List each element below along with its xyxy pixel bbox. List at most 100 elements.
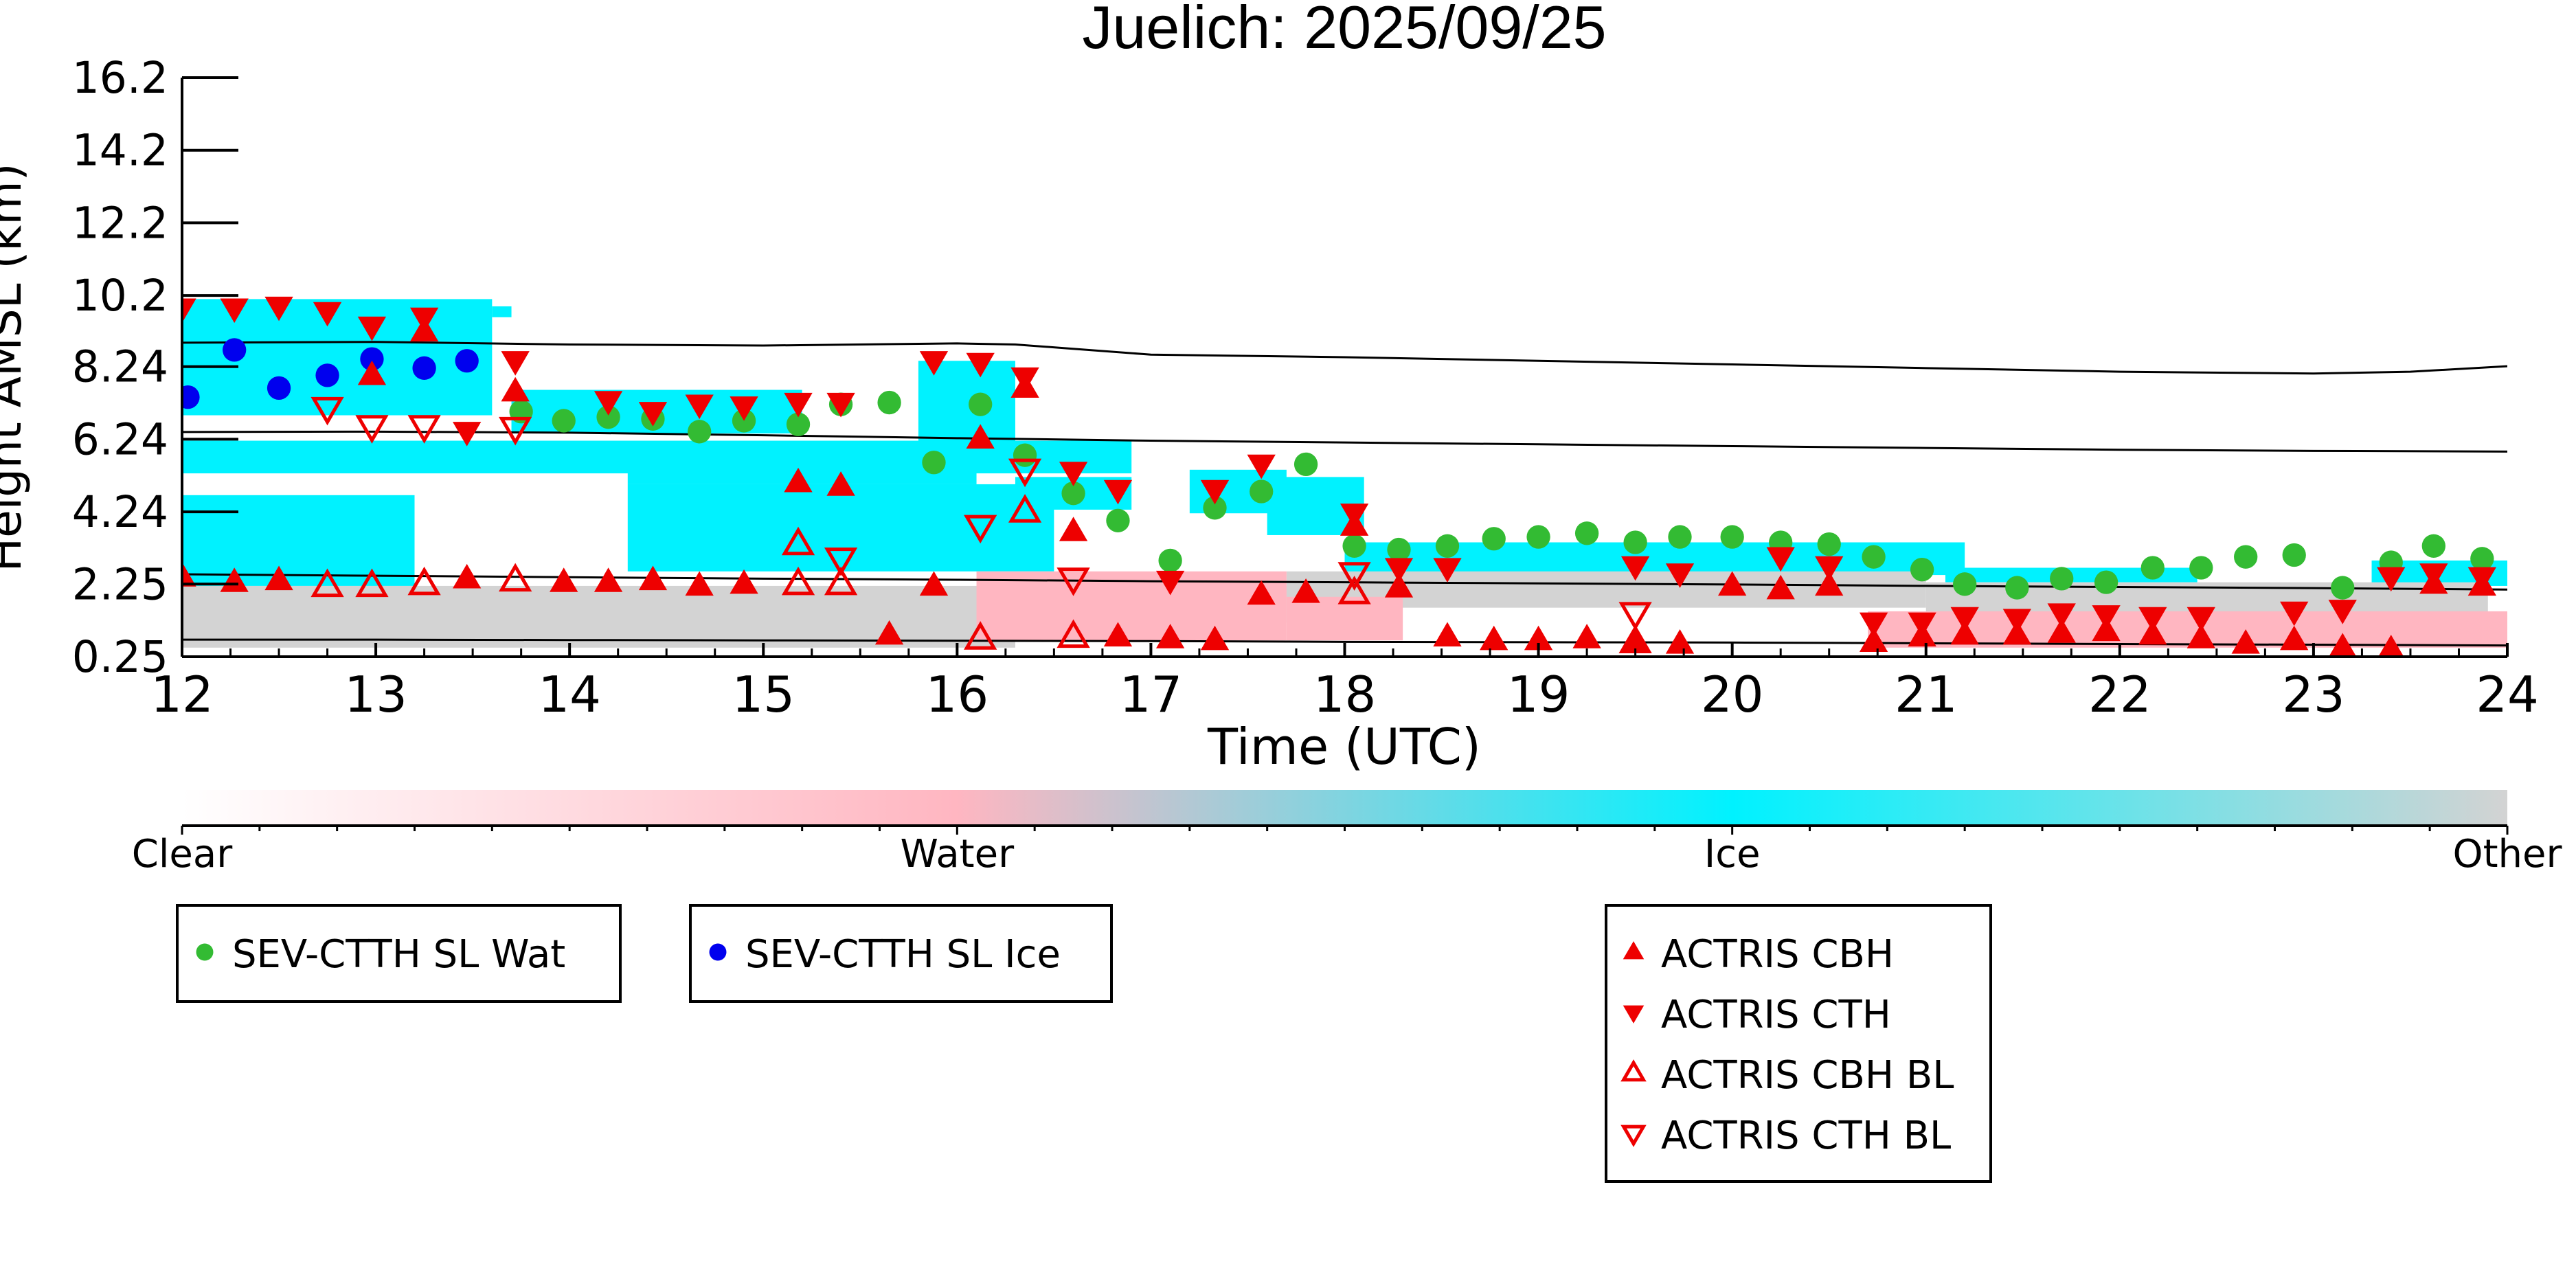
marker-actris-cth: [2138, 607, 2167, 632]
marker-sev-ctth-sl-ice: [315, 363, 339, 387]
marker-sev-ctth-sl-ice: [223, 338, 247, 362]
legend-label-actris-cth-bl: ACTRIS CTH BL: [1661, 1114, 1951, 1158]
marker-actris-cth-bl: [310, 396, 344, 426]
marker-actris-cbh: [452, 563, 482, 589]
marker-sev-ctth-sl-wat: [2421, 534, 2445, 558]
y-tick-label: 2.25: [72, 559, 168, 609]
x-tick-label: 24: [2476, 666, 2539, 723]
marker-actris-cbh: [2187, 624, 2215, 648]
marker-actris-cth: [2047, 603, 2076, 629]
marker-actris-cbh: [220, 567, 249, 592]
marker-sev-ctth-sl-wat: [1953, 572, 1977, 596]
classification-patch-water: [976, 571, 1287, 641]
marker-actris-cth: [1384, 558, 1414, 583]
marker-actris-cth: [638, 402, 668, 427]
marker-sev-ctth-sl-wat: [877, 390, 901, 415]
x-tick-label: 19: [1507, 666, 1570, 723]
marker-sev-ctth-sl-wat: [1061, 482, 1085, 506]
marker-actris-cth-bl: [964, 515, 997, 544]
legend-label-actris-cbh: ACTRIS CBH: [1661, 932, 1894, 977]
marker-actris-cth-bl: [1057, 567, 1090, 596]
marker-actris-cbh-bl: [824, 566, 858, 596]
marker-sev-ctth-sl-wat: [2234, 545, 2258, 569]
marker-actris-cbh-bl: [1008, 494, 1042, 523]
marker-sev-ctth-sl-wat: [1158, 548, 1182, 573]
series-actris-cbh-bl: [310, 494, 1652, 653]
marker-actris-cbh: [638, 565, 668, 591]
marker-actris-cth: [2328, 600, 2357, 624]
reference-lines: [182, 341, 2507, 647]
marker-sev-ctth-sl-wat: [1435, 534, 1460, 558]
marker-actris-cbh: [182, 562, 196, 587]
marker-actris-cth: [1010, 367, 1039, 392]
marker-actris-cth: [2280, 601, 2309, 626]
x-tick-label: 14: [538, 666, 601, 723]
legend-marker-actris-cbh-bl: [1620, 1059, 1647, 1082]
marker-actris-cth: [919, 351, 949, 376]
marker-sev-ctth-sl-wat: [786, 412, 811, 436]
marker-actris-cbh: [826, 471, 855, 496]
marker-sev-ctth-sl-wat: [2282, 543, 2306, 567]
marker-actris-cbh: [1950, 620, 1979, 645]
marker-actris-cth: [730, 396, 758, 421]
marker-actris-cth: [2467, 567, 2496, 592]
marker-actris-cth: [1620, 556, 1650, 581]
marker-sev-ctth-sl-ice: [360, 347, 384, 371]
legend-label-actris-cbh-bl: ACTRIS CBH BL: [1661, 1053, 1954, 1098]
marker-sev-ctth-sl-wat: [688, 420, 712, 444]
marker-sev-ctth-sl-wat: [1387, 537, 1411, 562]
series-sev-ctth-sl-wat: [509, 390, 2494, 600]
series-actris-cth: [182, 296, 2496, 637]
chart-title: Juelich: 2025/09/25: [1082, 0, 1606, 61]
marker-actris-cbh-bl: [407, 566, 441, 596]
marker-sev-ctth-sl-wat: [2470, 547, 2494, 571]
marker-actris-cth: [1200, 479, 1230, 505]
marker-actris-cbh: [1480, 625, 1509, 651]
reference-line-3: [182, 573, 2507, 591]
marker-actris-cth: [357, 316, 387, 341]
marker-actris-cbh-bl: [355, 568, 389, 598]
marker-actris-cth: [594, 391, 623, 416]
marker-sev-ctth-sl-wat: [1817, 532, 1841, 556]
marker-actris-cth: [1059, 462, 1088, 486]
marker-actris-cth-bl: [1618, 602, 1652, 631]
marker-actris-cth: [966, 352, 995, 378]
marker-actris-cbh: [1815, 571, 1844, 596]
legend-box-2: SEV-CTTH SL Ice: [689, 904, 1113, 1003]
legend-label-actris-cth: ACTRIS CTH: [1661, 993, 1891, 1037]
x-tick-label: 12: [150, 666, 214, 723]
marker-sev-ctth-sl-wat: [1574, 521, 1599, 545]
marker-actris-cbh: [1717, 571, 1747, 596]
marker-actris-cbh: [594, 567, 623, 592]
marker-sev-ctth-sl-wat: [1013, 443, 1037, 467]
marker-actris-cth-bl: [499, 416, 532, 446]
marker-actris-cth: [313, 302, 342, 327]
marker-actris-cth: [2187, 607, 2215, 632]
series-actris-cth-bl: [310, 396, 1652, 631]
marker-sev-ctth-sl-wat: [2189, 556, 2213, 580]
y-tick-label: 14.2: [72, 126, 168, 176]
marker-actris-cbh: [2138, 620, 2167, 645]
marker-sev-ctth-sl-wat: [1526, 525, 1550, 549]
marker-sev-ctth-sl-ice: [267, 376, 291, 400]
marker-actris-cbh: [550, 567, 578, 592]
marker-actris-cbh: [784, 467, 813, 493]
y-tick-label: 0.25: [72, 632, 168, 682]
x-tick-label: 22: [2088, 666, 2151, 723]
x-tick-label: 18: [1313, 666, 1377, 723]
marker-sev-ctth-sl-wat: [1203, 496, 1227, 520]
marker-actris-cbh: [264, 565, 293, 591]
marker-actris-cbh-bl: [310, 568, 344, 598]
colorbar-label-other: Other: [2452, 832, 2562, 877]
marker-sev-ctth-sl-wat: [1250, 479, 1274, 504]
reference-line-2: [182, 430, 2507, 453]
colorbar-ticks: Clear Water Ice Other: [132, 824, 2562, 877]
marker-actris-cth-bl: [824, 547, 858, 576]
colorbar-gradient-bar: [182, 790, 2507, 826]
marker-actris-cth: [1908, 612, 1936, 637]
marker-sev-ctth-sl-ice: [455, 349, 479, 373]
x-tick-label: 23: [2282, 666, 2345, 723]
legend-frame: [689, 904, 1113, 1003]
marker-actris-cth-bl: [1337, 562, 1371, 591]
y-tick-label: 16.2: [72, 53, 168, 103]
